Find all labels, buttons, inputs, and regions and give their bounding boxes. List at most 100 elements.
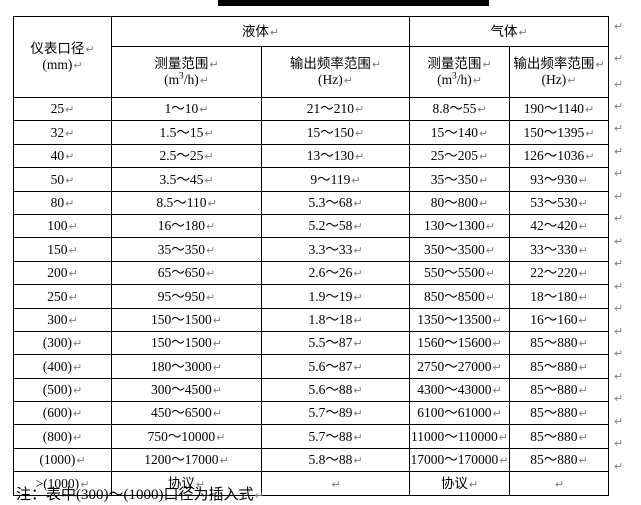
paragraph-mark-icon: ↵ [614, 415, 624, 428]
paragraph-mark-icon: ↵ [68, 313, 78, 327]
paragraph-mark-icon: ↵ [578, 196, 588, 210]
cell-gas-range: 35～350↵ [409, 167, 510, 192]
paragraph-mark-icon: ↵ [477, 103, 487, 117]
value-liquid-range: 450～6500 [151, 405, 212, 421]
table-row: 200↵ 65～650↵ 2.6～26↵ 550～5500↵ 22～220↵ [13, 260, 609, 286]
paragraph-mark-icon: ↵ [498, 430, 508, 444]
footnote-text: 注：表中(300)～(1000)口径为插入式 [16, 487, 254, 503]
value-diameter: 100 [47, 218, 68, 234]
table-row: 300↵ 150～1500↵ 1.8～18↵ 1350～13500↵ 16～16… [13, 307, 609, 332]
cell-diameter: (400)↵ [13, 354, 112, 379]
value-diameter: >(1000) [35, 475, 80, 491]
header-liquid-freq-unit: (Hz) [318, 72, 343, 87]
cell-liquid-range: 1.5～15↵ [111, 120, 262, 145]
table-row: (500)↵ 300～4500↵ 5.6～88↵ 4300～43000↵ 85～… [13, 377, 609, 403]
table-row: 100↵ 16～180↵ 5.2～58↵ 130～1300↵ 42～420↵ [13, 213, 609, 239]
cell-gas-frequency: 190～1140↵ [509, 96, 609, 122]
header-gas-range-unit-suffix: /h) [456, 72, 472, 87]
paragraph-mark-icon: ↵ [269, 25, 280, 39]
value-diameter: 200 [47, 265, 68, 281]
paragraph-mark-icon: ↵ [614, 167, 624, 180]
paragraph-mark-icon: ↵ [614, 460, 624, 473]
cell-diameter: 25↵ [13, 96, 112, 122]
paragraph-mark-icon: ↵ [614, 212, 624, 225]
cell-gas-frequency: 93～930↵ [509, 167, 609, 192]
cell-liquid-range: 16～180↵ [111, 213, 262, 239]
value-diameter: 300 [47, 311, 68, 327]
paragraph-mark-icon: ↵ [65, 103, 75, 117]
header-gas-range-label: 测量范围 [427, 56, 482, 72]
cell-liquid-range: 协议↵ [111, 471, 262, 496]
value-diameter: (1000) [39, 452, 76, 468]
paragraph-mark-icon: ↵ [206, 243, 216, 257]
cell-gas-range: 850～8500↵ [409, 284, 510, 309]
value-diameter: (600) [42, 405, 73, 421]
cell-liquid-range: 750～10000↵ [111, 424, 262, 449]
value-liquid-frequency: 21～210 [306, 101, 355, 117]
cell-liquid-frequency: 3.3～33↵ [261, 237, 410, 262]
paragraph-mark-icon: ↵ [614, 302, 624, 315]
paragraph-mark-icon: ↵ [614, 392, 624, 405]
paragraph-mark-icon: ↵ [578, 360, 588, 374]
value-gas-range: 15～140 [430, 124, 479, 140]
table-footnote: 注：表中(300)～(1000)口径为插入式↵ [16, 483, 264, 504]
value-gas-range: 35～350 [430, 171, 479, 187]
paragraph-mark-icon: ↵ [73, 337, 83, 351]
paragraph-mark-icon: ↵ [578, 290, 588, 304]
value-liquid-frequency: 13～130 [306, 148, 355, 164]
paragraph-mark-icon: ↵ [73, 430, 83, 444]
paragraph-mark-icon: ↵ [472, 74, 482, 87]
cell-gas-frequency: 42～420↵ [509, 213, 609, 239]
cell-gas-range: 15～140↵ [409, 120, 510, 145]
cell-gas-frequency: 150～1395↵ [509, 120, 609, 145]
paragraph-mark-icon: ↵ [595, 58, 605, 72]
paragraph-mark-icon: ↵ [554, 477, 565, 491]
paragraph-mark-icon: ↵ [204, 126, 214, 140]
paragraph-mark-icon: ↵ [254, 489, 264, 502]
header-diameter-unit: (mm) [42, 57, 73, 72]
table-row: (800)↵ 750～10000↵ 5.7～88↵ 11000～110000↵ … [13, 424, 609, 449]
paragraph-mark-icon: ↵ [65, 173, 75, 187]
paragraph-mark-icon: ↵ [585, 126, 595, 140]
paragraph-mark-icon: ↵ [485, 290, 495, 304]
header-liquid-range-label: 测量范围 [154, 56, 209, 72]
cell-liquid-frequency: 1.9～19↵ [261, 284, 410, 309]
table-row: 40↵ 2.5～25↵ 13～130↵ 25～205↵ 126～1036↵ [13, 143, 609, 169]
value-gas-frequency: 85～880 [530, 452, 578, 468]
paragraph-mark-icon: ↵ [614, 100, 624, 113]
cell-liquid-range: 180～3000↵ [111, 354, 262, 379]
cell-gas-frequency: 85～880↵ [509, 330, 609, 356]
paragraph-mark-icon: ↵ [199, 74, 209, 87]
header-cell-gas: 气体↵ [409, 16, 609, 47]
cell-diameter: (800)↵ [13, 424, 112, 449]
paragraph-mark-icon: ↵ [212, 384, 222, 398]
value-gas-frequency: 53～530 [530, 194, 578, 210]
value-liquid-frequency: 5.7～88 [308, 428, 353, 444]
paragraph-mark-icon: ↵ [355, 150, 365, 164]
cell-diameter: 50↵ [13, 167, 112, 192]
paragraph-mark-icon: ↵ [80, 477, 90, 491]
value-diameter: 80 [50, 194, 65, 210]
value-liquid-range: 协议 [167, 475, 195, 491]
header-liquid-range-unit-sup: 3 [179, 70, 184, 81]
table-row: (400)↵ 180～3000↵ 5.6～87↵ 2750～27000↵ 85～… [13, 354, 609, 379]
paragraph-mark-icon: ↵ [73, 407, 83, 421]
value-gas-frequency: 126～1036 [523, 148, 585, 164]
value-liquid-range: 750～10000 [147, 428, 216, 444]
cell-liquid-range: 1200～17000↵ [111, 447, 262, 473]
value-liquid-frequency: 1.8～18 [308, 311, 353, 327]
value-gas-range: 11000～110000 [411, 428, 498, 444]
paragraph-mark-icon: ↵ [353, 196, 363, 210]
table-row: 25↵ 1～10↵ 21～210↵ 8.8～55↵ 190～1140↵ [13, 96, 609, 122]
cell-liquid-frequency: 5.3～68↵ [261, 190, 410, 215]
cell-liquid-frequency: 5.6～87↵ [261, 354, 410, 379]
cell-gas-range: 8.8～55↵ [409, 96, 510, 122]
cell-gas-frequency: 126～1036↵ [509, 143, 609, 169]
value-liquid-range: 65～650 [157, 265, 206, 281]
value-liquid-frequency: 1.9～19 [308, 288, 353, 304]
value-liquid-range: 8.5～110 [156, 194, 207, 210]
paragraph-mark-icon: ↵ [492, 360, 502, 374]
paragraph-mark-icon: ↵ [479, 196, 489, 210]
value-liquid-frequency: 5.3～68 [308, 194, 353, 210]
cell-diameter: 150↵ [13, 237, 112, 262]
